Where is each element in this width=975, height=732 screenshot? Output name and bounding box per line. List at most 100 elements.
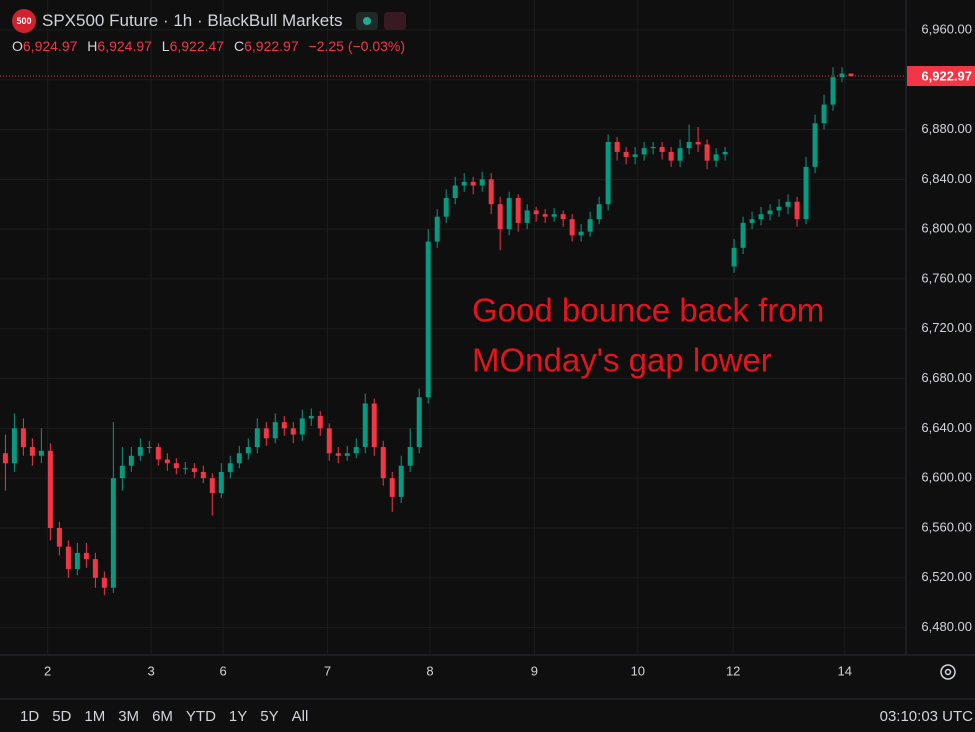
chart-background bbox=[0, 0, 975, 700]
candle-body bbox=[425, 241, 431, 398]
candle-body bbox=[2, 453, 8, 464]
high-value: 6,924.97 bbox=[97, 38, 152, 54]
y-tick-label: 6,680.00 bbox=[921, 370, 972, 385]
timeframe-button[interactable]: 6M bbox=[152, 707, 173, 725]
candle-body bbox=[29, 447, 35, 456]
settings-ring bbox=[940, 664, 956, 680]
candle-body bbox=[263, 428, 269, 439]
candle-body bbox=[218, 471, 224, 494]
candle-body bbox=[92, 559, 98, 578]
candle-body bbox=[353, 447, 359, 454]
timeframe-button[interactable]: All bbox=[291, 707, 309, 725]
annotation: Good bounce back from bbox=[472, 292, 824, 329]
candle-body bbox=[209, 478, 215, 494]
candle-body bbox=[641, 148, 647, 155]
open-value: 6,924.97 bbox=[22, 38, 78, 54]
candle-body bbox=[569, 219, 575, 236]
candle-body bbox=[776, 206, 782, 211]
candle-body bbox=[614, 141, 620, 152]
close-value: 6,922.97 bbox=[244, 38, 299, 54]
timeframe-button[interactable]: 3M bbox=[118, 707, 140, 725]
timeframe-button[interactable]: 1M bbox=[84, 707, 106, 725]
candle-body bbox=[839, 73, 845, 78]
candle-body bbox=[191, 468, 197, 472]
settings-icon[interactable] bbox=[940, 664, 956, 680]
candle-body bbox=[344, 453, 350, 456]
timeframe-buttons: 1D 5D 1M 3M 6M YTD 1Y 5Y All bbox=[20, 708, 308, 725]
x-tick-label: 10 bbox=[631, 663, 645, 678]
settings-center bbox=[944, 668, 952, 676]
y-tick-label: 6,560.00 bbox=[921, 519, 972, 534]
candle-body bbox=[56, 527, 62, 547]
y-tick-label: 6,640.00 bbox=[921, 420, 972, 435]
candle-body bbox=[515, 197, 521, 223]
x-tick-label: 7 bbox=[324, 663, 331, 678]
candle-body bbox=[200, 471, 206, 479]
candle-body bbox=[182, 468, 188, 470]
candle-body bbox=[794, 201, 800, 220]
x-tick-label: 8 bbox=[426, 663, 433, 678]
ohlc-legend: O6,924.97 H6,924.97 L6,922.47 C6,922.97 … bbox=[12, 38, 411, 54]
candle-body bbox=[785, 201, 791, 207]
candle-body bbox=[740, 222, 746, 248]
candle-body bbox=[677, 148, 683, 161]
candle-body bbox=[758, 214, 764, 220]
candle-body bbox=[173, 463, 179, 469]
candle-body bbox=[110, 478, 116, 588]
x-tick-label: 2 bbox=[44, 663, 51, 678]
candle-body bbox=[434, 216, 440, 242]
timeframe-button[interactable]: 1Y bbox=[228, 707, 248, 725]
candle-body bbox=[146, 447, 152, 449]
candle-body bbox=[272, 422, 278, 439]
candle-body bbox=[326, 428, 332, 454]
candle-body bbox=[650, 146, 656, 149]
change-value: −2.25 (−0.03%) bbox=[308, 38, 406, 54]
candle-body bbox=[542, 214, 548, 217]
close-label: C bbox=[233, 38, 245, 54]
candle-body bbox=[407, 447, 413, 466]
bottom-toolbar: 1D 5D 1M 3M 6M YTD 1Y 5Y All 03:10:03 UTC bbox=[0, 700, 975, 732]
candle-body bbox=[506, 197, 512, 230]
candle-body bbox=[803, 166, 809, 220]
candle-body bbox=[245, 447, 251, 454]
candle-body bbox=[452, 185, 458, 198]
candle-body bbox=[389, 478, 395, 497]
candle-body bbox=[128, 455, 134, 466]
candle-body bbox=[533, 210, 539, 215]
candle-body bbox=[605, 141, 611, 205]
y-tick-label: 6,520.00 bbox=[921, 569, 972, 584]
timeframe-button[interactable]: 5D bbox=[52, 707, 72, 725]
candle-body bbox=[722, 151, 728, 155]
x-tick-label: 3 bbox=[148, 663, 155, 678]
timeframe-button[interactable]: YTD bbox=[185, 707, 216, 725]
indicator-toggle[interactable] bbox=[384, 12, 407, 30]
candle-body bbox=[371, 403, 377, 448]
clock[interactable]: 03:10:03 UTC bbox=[879, 707, 973, 725]
candle-body bbox=[74, 552, 80, 570]
x-tick-label: 12 bbox=[726, 663, 740, 678]
candle-body bbox=[560, 214, 566, 220]
candle-body bbox=[65, 546, 71, 570]
candle-body bbox=[317, 415, 323, 429]
candle-body bbox=[821, 104, 827, 124]
candle-body bbox=[119, 465, 125, 479]
candle-body bbox=[290, 428, 296, 435]
candle-body bbox=[308, 415, 314, 419]
x-tick-label: 14 bbox=[837, 663, 851, 678]
candle-body bbox=[488, 179, 494, 205]
candle-body bbox=[227, 463, 233, 472]
candle-body bbox=[749, 219, 755, 223]
candle-body bbox=[398, 465, 404, 497]
symbol-title[interactable]: SPX500 Future · 1h · BlackBull Markets bbox=[42, 11, 343, 30]
candle-body bbox=[497, 204, 503, 230]
timeframe-button[interactable]: 1D bbox=[20, 707, 40, 725]
candle-body bbox=[299, 418, 305, 435]
chart: 6,480.00 6,520.00 6,560.00 6,600.00 6,640.00… bbox=[0, 0, 975, 700]
candle-body bbox=[812, 123, 818, 167]
last-price-tag bbox=[907, 65, 975, 86]
market-status[interactable] bbox=[356, 12, 379, 30]
high-label: H bbox=[87, 38, 98, 54]
timeframe-button[interactable]: 5Y bbox=[260, 707, 279, 725]
last-price-label: 6,922.97 bbox=[921, 68, 972, 83]
low-value: 6,922.47 bbox=[169, 38, 225, 54]
